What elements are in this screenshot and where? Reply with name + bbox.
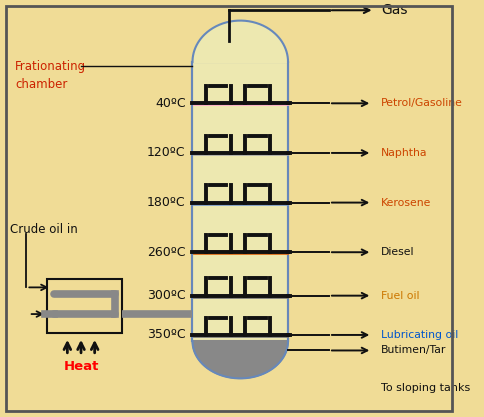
Text: 40ºC: 40ºC — [155, 97, 185, 110]
Text: Diesel: Diesel — [380, 247, 414, 257]
Text: 180ºC: 180ºC — [147, 196, 185, 209]
Text: 300ºC: 300ºC — [147, 289, 185, 302]
Text: 120ºC: 120ºC — [147, 146, 185, 159]
Polygon shape — [192, 341, 287, 378]
Text: Frationating: Frationating — [15, 60, 86, 73]
Bar — [192, 62, 287, 341]
Text: Kerosene: Kerosene — [380, 198, 431, 208]
Polygon shape — [192, 20, 287, 62]
Text: To sloping tanks: To sloping tanks — [380, 383, 469, 393]
Text: chamber: chamber — [15, 78, 67, 91]
Bar — [47, 279, 121, 333]
Text: 350ºC: 350ºC — [147, 329, 185, 342]
Text: Naphtha: Naphtha — [380, 148, 427, 158]
Text: Fuel oil: Fuel oil — [380, 291, 419, 301]
Text: Petrol/Gasoline: Petrol/Gasoline — [380, 98, 462, 108]
Text: Gas: Gas — [380, 3, 407, 17]
Text: Butimen/Tar: Butimen/Tar — [380, 345, 446, 355]
Text: Crude oil in: Crude oil in — [11, 223, 78, 236]
Text: Heat: Heat — [63, 360, 99, 373]
Text: 260ºC: 260ºC — [147, 246, 185, 259]
Text: Lubricating oil: Lubricating oil — [380, 330, 457, 340]
